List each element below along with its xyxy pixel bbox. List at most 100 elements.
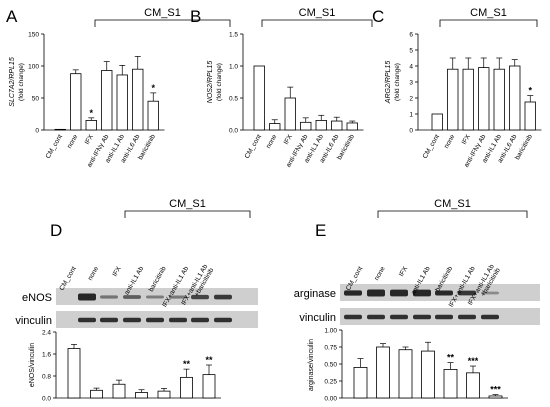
bar: [157, 390, 171, 399]
panel-letter: D: [50, 221, 62, 240]
category-label-group: IFX: [461, 133, 472, 146]
y-tick-label: 50: [32, 95, 40, 102]
bar: [101, 70, 113, 131]
y-tick-label: 3: [409, 79, 413, 86]
group-bracket: [377, 210, 528, 218]
bar: [466, 372, 480, 399]
bar: [202, 374, 216, 399]
axis: [55, 332, 221, 399]
y-tick-label: 6: [409, 31, 413, 38]
category-label-group: IFX: [112, 265, 123, 278]
blot-band: [458, 314, 476, 320]
category-label: none: [66, 133, 80, 149]
group-bracket: [94, 19, 231, 27]
bar: [447, 68, 459, 131]
y-axis-label-group: NOS2/RPL15 (fold change): [207, 61, 223, 104]
blot-band: [169, 295, 187, 299]
blot-band: [367, 314, 385, 320]
y-axis-label-group: SLC7A2/RPL15 (fold change): [9, 57, 25, 107]
y-axis-label-group: ARG2/RPL15 (fold change): [385, 61, 401, 105]
blot-band: [100, 295, 118, 299]
significance-mark: *: [89, 108, 93, 118]
blot-band: [146, 295, 164, 299]
bar: [269, 123, 281, 131]
panel-c: C CM_S1 0 1 2 3 4 5 6 ARG2/RPL15 (fold change) CM_c…: [372, 7, 542, 169]
blot-band: [413, 289, 431, 297]
blot-band: [169, 317, 187, 323]
category-label: IFX: [283, 133, 294, 146]
y-axis-sublabel: (fold change): [394, 63, 401, 101]
y-tick-label: 0.0: [42, 395, 51, 402]
y-tick-label: 150: [28, 31, 39, 38]
category-label: CM_cont: [58, 265, 77, 291]
blot-label: vinculin: [15, 315, 52, 327]
panel-letter: A: [6, 7, 18, 26]
category-label: none: [87, 265, 101, 281]
blot-band: [390, 289, 408, 297]
panel-e: E CM_S1 arginase vinculin 0.00 0.25 0.50 0.75 1.…: [294, 198, 540, 402]
significance-mark: *: [528, 86, 532, 96]
category-label-group: IFX: [283, 133, 294, 146]
y-tick-label: 0.0: [229, 127, 238, 134]
y-axis-label-group: arginase/vinculin: [308, 339, 315, 391]
blot-band: [390, 314, 408, 320]
y-tick-label: 1.0: [229, 63, 238, 70]
category-label: CM_cont: [422, 133, 441, 159]
blot-band: [191, 317, 209, 323]
bar: [180, 376, 193, 399]
bar: [398, 349, 413, 399]
blot-label: eNOS: [22, 292, 52, 304]
y-axis-label: SLC7A2/RPL15: [9, 57, 16, 107]
y-axis-label: NOS2/RPL15: [207, 61, 214, 104]
category-label-group: CM_cont: [422, 133, 441, 159]
category-label-group: IFX: [84, 133, 95, 146]
group-bracket: [439, 19, 538, 27]
y-tick-label: 5: [409, 47, 413, 54]
y-axis-label: arginase/vinculin: [308, 339, 315, 391]
blot-band: [191, 294, 209, 300]
y-tick-label: 1: [409, 111, 413, 118]
bar: [85, 120, 97, 131]
bar: [135, 392, 148, 399]
group-bracket: [261, 19, 373, 27]
blot-band: [435, 290, 453, 296]
blot-band: [78, 293, 96, 301]
bar: [524, 101, 536, 131]
bar: [509, 65, 521, 131]
significance-mark: ***: [490, 385, 501, 395]
category-label: IFX: [84, 133, 95, 146]
bar: [147, 100, 159, 131]
category-label-group: CM_cont: [58, 265, 77, 291]
panel-b: B CM_S1 0.0 0.5 1.0 1.5 NOS2/RPL15 (fold change…: [190, 7, 373, 169]
blot-band: [123, 295, 141, 299]
category-label: CM_cont: [244, 133, 263, 159]
y-tick-label: 100: [28, 63, 39, 70]
category-label-group: CM_cont: [45, 133, 64, 159]
category-label: none: [443, 133, 457, 149]
y-tick-label: 0: [35, 127, 39, 134]
blot-band: [481, 314, 499, 320]
category-label: IFX: [398, 265, 409, 278]
y-axis-sublabel: (fold change): [216, 63, 223, 101]
bar: [478, 67, 490, 131]
panel-letter: E: [315, 221, 326, 240]
y-tick-label: 1.5: [229, 31, 238, 38]
category-label-group: none: [373, 265, 387, 281]
y-tick-label: 0.50: [324, 361, 337, 368]
bar: [462, 68, 474, 131]
category-label: none: [265, 133, 279, 149]
bar: [431, 113, 443, 131]
y-tick-label: 2.4: [42, 329, 51, 336]
bar: [443, 369, 458, 399]
y-tick-label: 1.00: [324, 327, 337, 334]
blot-band: [344, 290, 362, 296]
blot-band: [367, 289, 385, 297]
y-axis-label-group: eNOS/vinculin: [29, 343, 36, 387]
blot-strip: [56, 288, 258, 305]
bar: [331, 120, 343, 131]
y-tick-label: 0.5: [229, 95, 238, 102]
y-tick-label: 0.75: [324, 344, 337, 351]
significance-mark: **: [447, 353, 455, 363]
category-label: IFX: [461, 133, 472, 146]
